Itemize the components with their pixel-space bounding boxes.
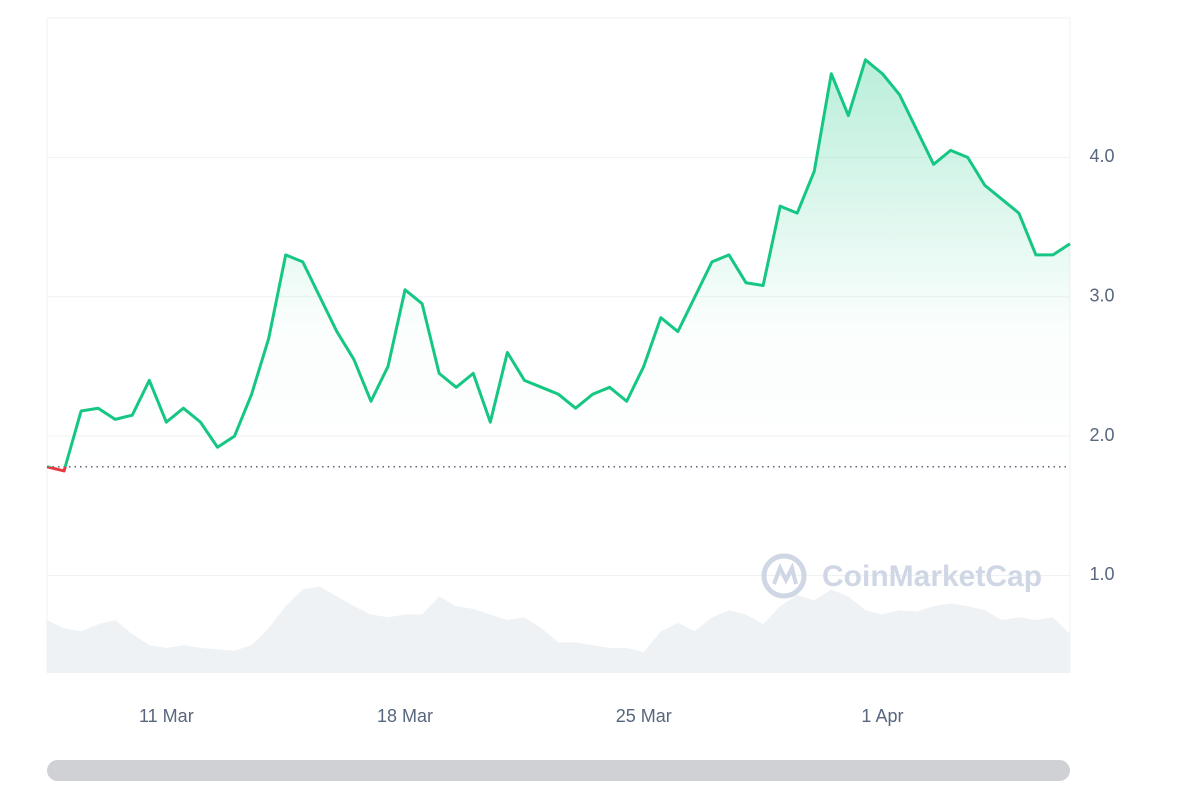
price-line — [47, 58, 1071, 467]
y-tick-label: 3.0 — [1089, 285, 1114, 305]
volume-area — [47, 586, 1070, 673]
watermark: CoinMarketCap — [822, 560, 1042, 593]
y-tick-label: 2.0 — [1089, 425, 1114, 445]
x-tick-label: 1 Apr — [861, 706, 903, 726]
price-area — [65, 59, 1070, 467]
watermark-logo — [761, 553, 807, 599]
x-tick-label: 18 Mar — [377, 706, 433, 726]
x-tick-label: 11 Mar — [139, 706, 194, 726]
scrollbar[interactable] — [47, 760, 1070, 781]
y-tick-label: 1.0 — [1089, 564, 1114, 584]
y-tick-label: 4.0 — [1089, 146, 1114, 166]
x-tick-label: 25 Mar — [616, 706, 672, 726]
watermark-logo-mark — [772, 562, 798, 585]
